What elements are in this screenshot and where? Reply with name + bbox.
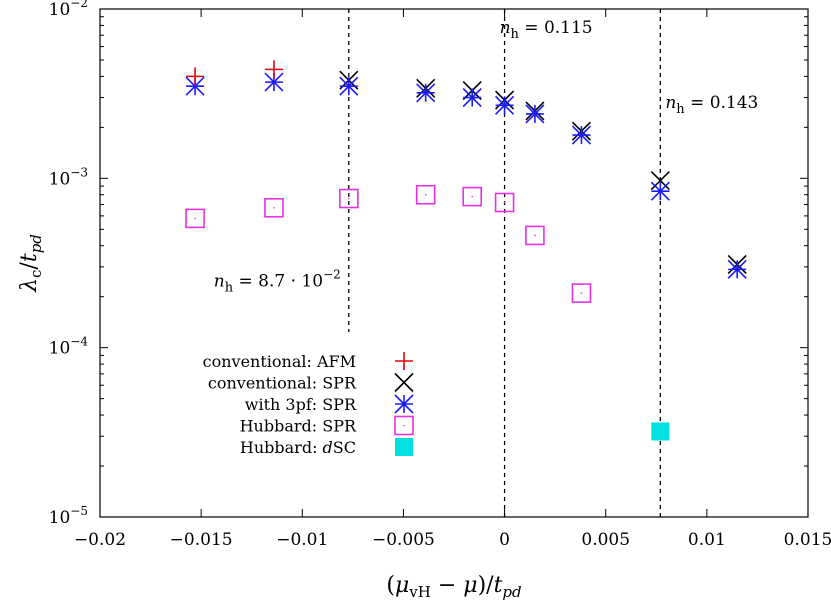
- legend-label: conventional: AFM: [203, 352, 356, 371]
- legend-marker: [403, 424, 405, 427]
- x-tick-label: −0.015: [170, 530, 233, 550]
- data-point: [651, 422, 670, 441]
- legend-label: with 3pf: SPR: [245, 395, 357, 414]
- data-point: [650, 171, 670, 191]
- data-point: [424, 193, 427, 196]
- data-point: [462, 186, 483, 207]
- axis-ticks: [99, 8, 809, 518]
- data-point: [503, 201, 506, 204]
- data-point: [571, 283, 592, 303]
- legend-marker: [394, 372, 414, 393]
- x-tick-label: 0: [499, 530, 510, 550]
- x-tick-label: −0.02: [74, 530, 126, 550]
- data-point: [525, 225, 545, 246]
- y-tick-label: 10−5: [49, 504, 88, 528]
- legend-label: conventional: SPR: [208, 374, 357, 393]
- data-point: [185, 208, 205, 229]
- y-axis-title: λc/tpd: [17, 234, 45, 293]
- data-point: [348, 197, 350, 200]
- legend-marker: [395, 438, 413, 456]
- data-points: [185, 60, 747, 441]
- annotation-label: nh = 0.143: [665, 93, 758, 117]
- data-point: [534, 234, 536, 237]
- plot-frame: [99, 8, 809, 518]
- x-tick-label: −0.005: [372, 530, 435, 550]
- data-point: [194, 217, 196, 220]
- x-tick-label: 0.005: [581, 530, 630, 550]
- y-tick-label: 10−4: [49, 335, 89, 359]
- x-tick-labels: −0.02 −0.015 −0.01 −0.005 0 0.005 0.01 0.015: [74, 530, 831, 550]
- legend: conventional: AFM conventional: SPR with 3…: [203, 352, 414, 457]
- y-tick-label: 10−2: [49, 0, 88, 20]
- annotation-label: nh = 8.7 · 10−2: [214, 267, 341, 295]
- data-point: [494, 192, 515, 213]
- annotations: nh = 8.7 · 10−2 nh = 0.115 nh = 0.143: [214, 18, 759, 295]
- legend-label: Hubbard: SPR: [240, 417, 357, 436]
- y-tick-label: 10−3: [49, 165, 88, 189]
- data-point: [273, 206, 275, 209]
- x-tick-label: 0.015: [784, 530, 831, 550]
- data-point: [471, 195, 474, 198]
- data-point: [415, 184, 436, 205]
- x-tick-label: 0.01: [688, 530, 726, 550]
- data-point: [339, 188, 359, 209]
- x-tick-label: −0.01: [276, 530, 328, 550]
- legend-label: Hubbard: dSC: [240, 438, 356, 457]
- legend-marker: [394, 415, 414, 436]
- vertical-reference-lines: [348, 9, 661, 517]
- annotation-label: nh = 0.115: [500, 18, 593, 42]
- y-tick-labels: 10−5 10−4 10−3 10−2: [49, 0, 89, 528]
- data-point: [580, 292, 583, 294]
- x-axis-title: (μvH − μ)/tpd: [386, 573, 521, 601]
- data-point: [264, 197, 284, 218]
